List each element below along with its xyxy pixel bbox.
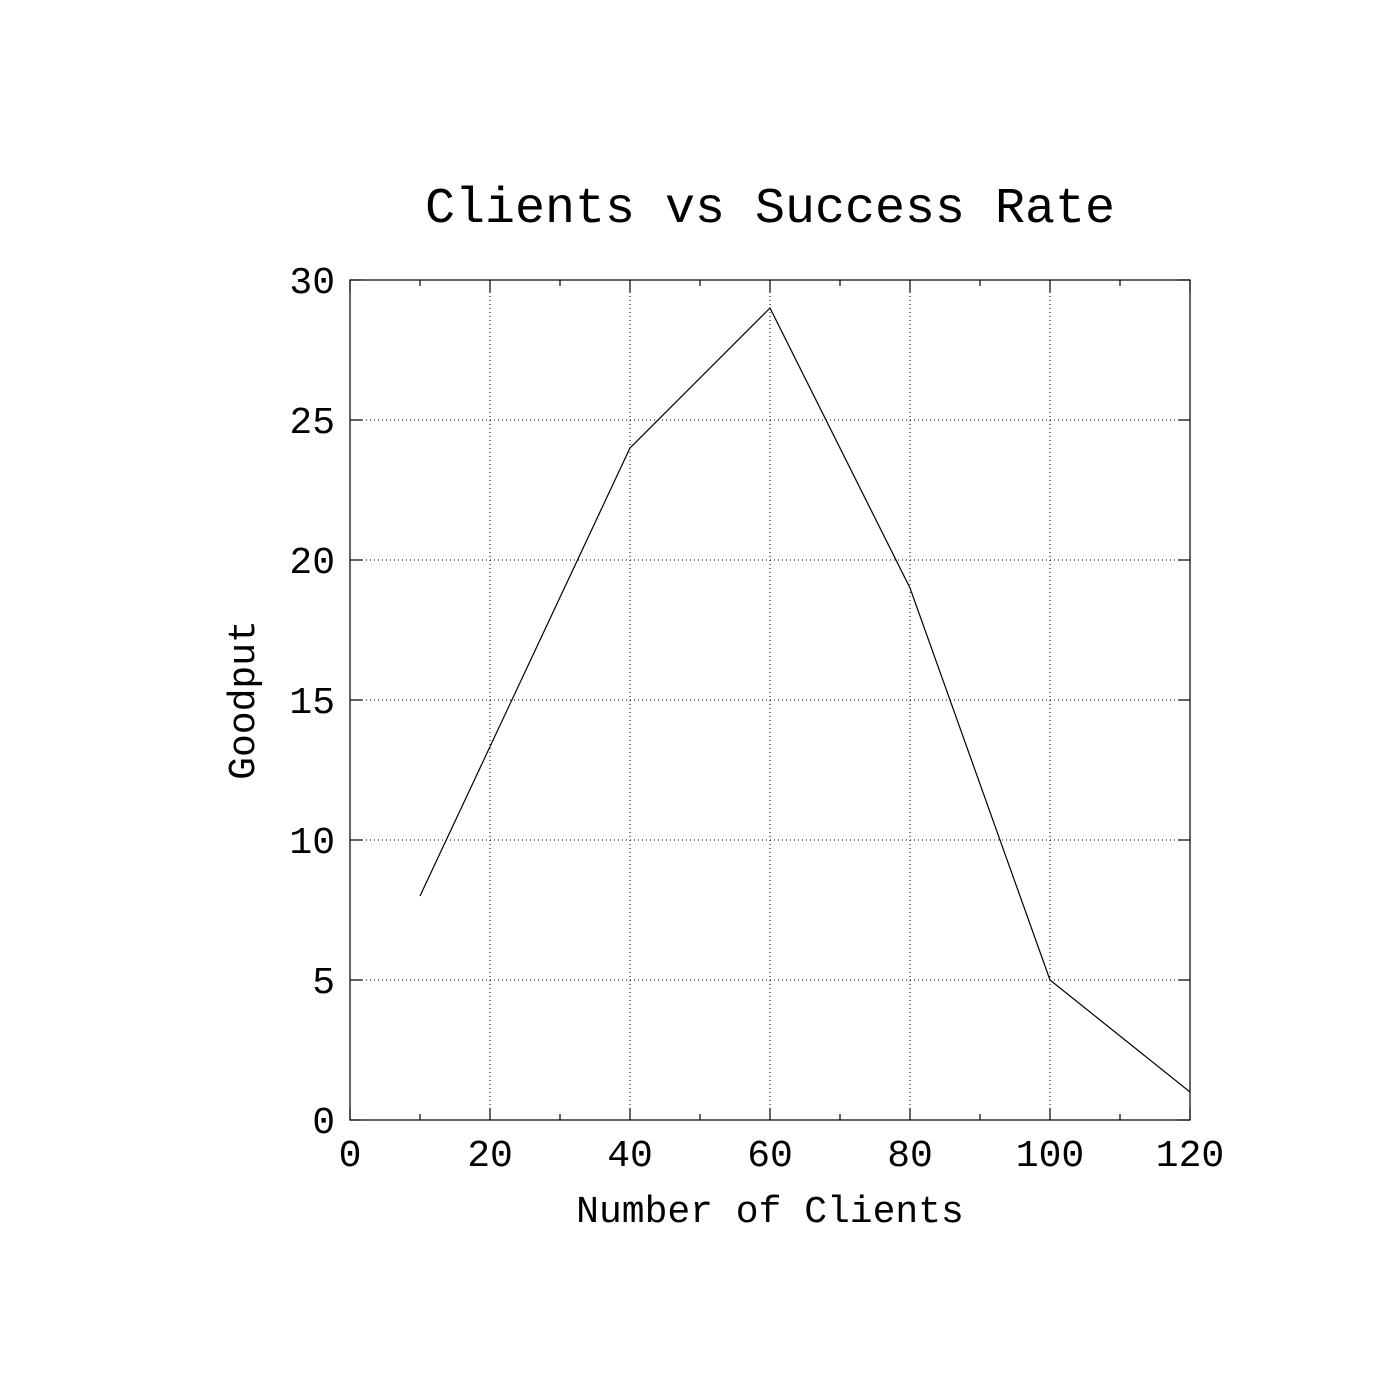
y-tick-label: 10: [289, 822, 335, 865]
y-axis-label: Goodput: [223, 620, 266, 780]
x-tick-label: 40: [607, 1135, 653, 1178]
y-tick-label: 20: [289, 542, 335, 585]
y-tick-label: 25: [289, 402, 335, 445]
grid-lines: [350, 280, 1190, 1120]
x-tick-label: 120: [1156, 1135, 1224, 1178]
y-tick-labels: 0 5 10 15 20 25 30: [289, 262, 335, 1145]
series-goodput-points: [419, 307, 1191, 1093]
y-tick-label: 15: [289, 682, 335, 725]
y-tick-label: 5: [312, 962, 335, 1005]
x-tick-label: 60: [747, 1135, 793, 1178]
x-tick-labels: 0 20 40 60 80 100 120: [339, 1135, 1225, 1178]
series-goodput-line: [419, 306, 1191, 1093]
x-tick-label: 80: [887, 1135, 933, 1178]
tick-marks: [349, 279, 1191, 1121]
x-tick-label: 0: [339, 1135, 362, 1178]
x-axis-label: Number of Clients: [576, 1191, 964, 1234]
x-tick-label: 100: [1016, 1135, 1084, 1178]
y-tick-label: 0: [312, 1102, 335, 1145]
x-tick-label: 20: [467, 1135, 513, 1178]
chart-title: Clients vs Success Rate: [425, 181, 1115, 238]
y-tick-label: 30: [289, 262, 335, 305]
